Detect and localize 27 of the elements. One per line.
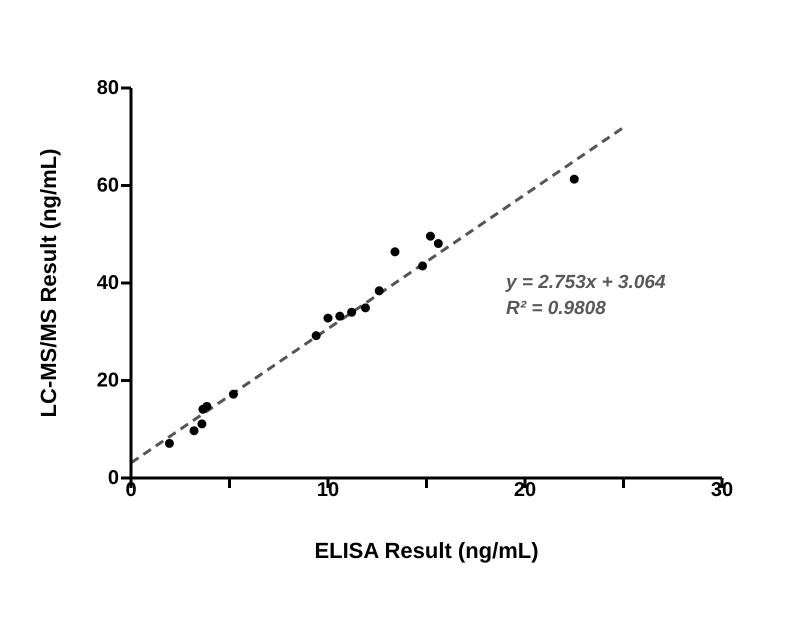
x-tick-label: 30: [710, 479, 734, 501]
point: [426, 232, 435, 241]
y-axis-title: LC-MS/MS Result (ng/mL): [36, 148, 61, 418]
y-tick-label: 40: [96, 272, 119, 294]
point: [323, 314, 333, 323]
point: [570, 174, 579, 184]
point: [164, 438, 174, 448]
annotation: y = 2.753x + 3.064: [506, 271, 666, 295]
point: [360, 303, 370, 312]
x-tick-label: 10: [316, 479, 340, 501]
annotation: R² = 0.9808: [506, 297, 607, 321]
y-tick-label: 20: [96, 370, 119, 392]
x-tick-label: 20: [514, 479, 536, 501]
point: [434, 239, 443, 248]
point: [390, 247, 400, 256]
point: [197, 419, 206, 428]
x-axis-title: ELISA Result (ng/mL): [314, 538, 539, 563]
point: [312, 331, 321, 340]
point: [202, 402, 212, 411]
point: [347, 308, 356, 317]
point: [190, 426, 199, 436]
point: [335, 312, 344, 321]
point: [374, 286, 384, 296]
point: [228, 390, 238, 399]
y-tick-label: 80: [96, 77, 119, 99]
y-tick-label: 60: [96, 174, 119, 196]
point: [418, 261, 428, 270]
